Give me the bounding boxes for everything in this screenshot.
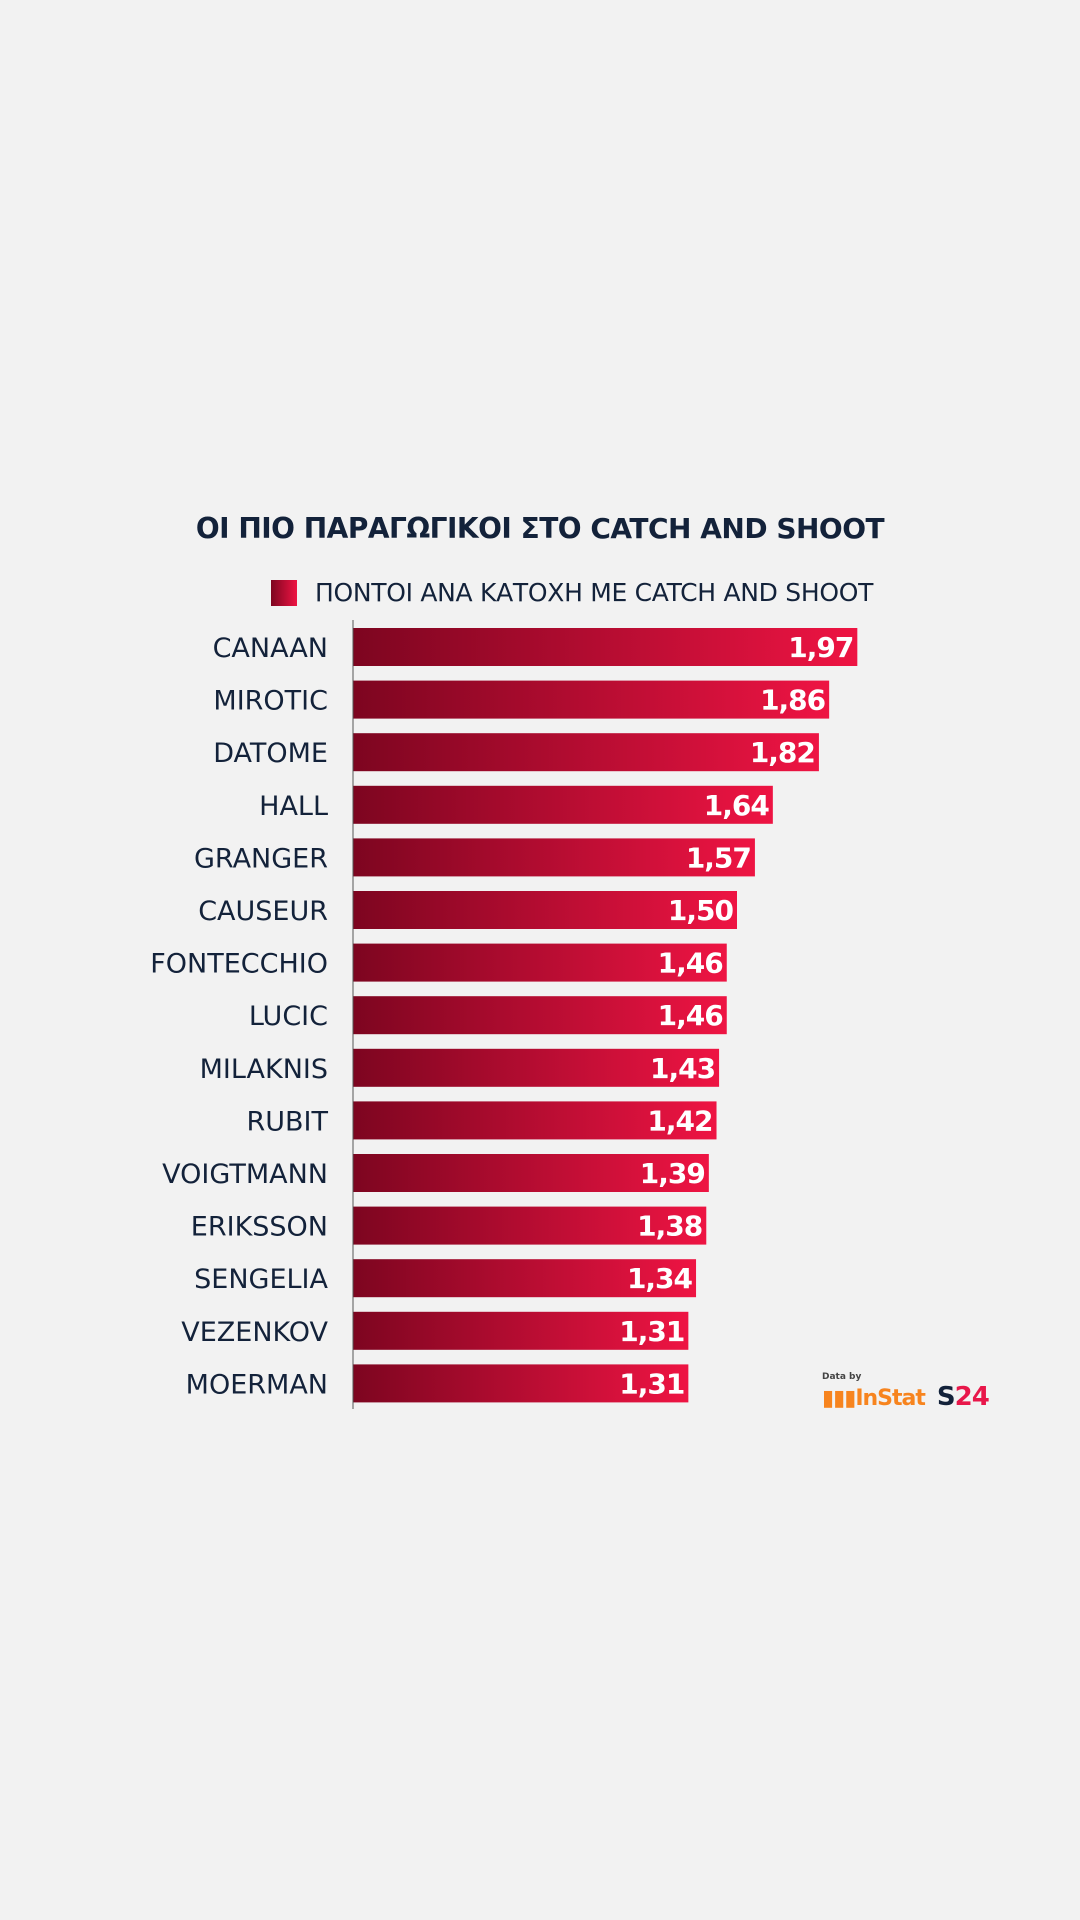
bar-lucic xyxy=(353,996,727,1035)
data-label: 1,97 xyxy=(788,631,853,664)
data-label: 1,86 xyxy=(760,684,825,717)
category-label: MOERMAN xyxy=(186,1369,328,1400)
data-label: 1,31 xyxy=(619,1367,684,1400)
bar-canaan xyxy=(353,628,858,666)
bar-fontecchio xyxy=(353,943,727,982)
data-label: 1,42 xyxy=(647,1104,712,1137)
data-label: 1,82 xyxy=(750,736,815,769)
bar-rubit xyxy=(353,1101,717,1140)
data-label: 1,64 xyxy=(704,789,770,822)
legend-label: ΠΟΝΤΟΙ ΑΝΑ ΚΑΤΟΧΗ ΜΕ CATCH AND SHOOT xyxy=(315,578,874,607)
data-label: 1,34 xyxy=(627,1262,693,1295)
bar-granger xyxy=(353,838,755,877)
category-label: VEZENKOV xyxy=(181,1317,328,1348)
legend-swatch xyxy=(271,579,297,606)
source-logo: Data by ▮▮▮InStat S24 xyxy=(822,1372,990,1412)
instat-logo: ▮▮▮InStat xyxy=(822,1386,926,1411)
category-label: SENGELIA xyxy=(194,1264,328,1295)
category-label: DATOME xyxy=(213,738,328,769)
category-label: MIROTIC xyxy=(213,686,328,717)
bar-hall xyxy=(353,785,773,824)
bar-vezenkov xyxy=(353,1311,689,1350)
data-label: 1,39 xyxy=(640,1157,705,1190)
bar-datome xyxy=(353,733,819,772)
category-label: CANAAN xyxy=(213,633,328,664)
data-by-label: Data by xyxy=(822,1372,862,1382)
category-label: RUBIT xyxy=(246,1106,328,1137)
category-label: MILAKNIS xyxy=(200,1054,328,1085)
category-label: FONTECCHIO xyxy=(150,949,328,980)
data-label: 1,38 xyxy=(637,1210,702,1243)
category-label: HALL xyxy=(259,791,328,822)
bar-eriksson xyxy=(353,1206,707,1245)
data-label: 1,31 xyxy=(619,1315,684,1348)
legend: ΠΟΝΤΟΙ ΑΝΑ ΚΑΤΟΧΗ ΜΕ CATCH AND SHOOT xyxy=(271,578,873,607)
category-label: ERIKSSON xyxy=(191,1212,328,1243)
data-label: 1,43 xyxy=(650,1052,715,1085)
data-label: 1,57 xyxy=(686,841,751,874)
chart-title: ΟΙ ΠΙΟ ΠΑΡΑΓΩΓΙΚΟΙ ΣΤΟ CATCH AND SHOOT xyxy=(195,512,885,545)
category-label: CAUSEUR xyxy=(198,896,328,927)
bar-voigtmann xyxy=(353,1154,709,1192)
data-label: 1,46 xyxy=(658,947,723,980)
bar-sengelia xyxy=(353,1259,697,1298)
category-label: GRANGER xyxy=(194,843,328,874)
data-label: 1,50 xyxy=(668,894,734,927)
bar-mirotic xyxy=(353,680,830,719)
bar-milaknis xyxy=(353,1048,720,1087)
bar-causeur xyxy=(353,891,737,929)
category-label: LUCIC xyxy=(249,1001,328,1032)
bar-moerman xyxy=(353,1364,689,1403)
category-label: VOIGTMANN xyxy=(162,1159,328,1190)
s24-logo: S24 xyxy=(936,1382,990,1412)
data-label: 1,46 xyxy=(658,999,723,1032)
